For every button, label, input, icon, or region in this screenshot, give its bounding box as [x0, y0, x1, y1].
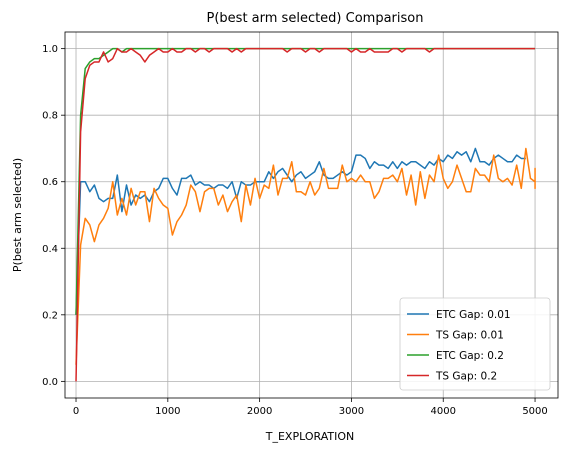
x-tick-label: 3000 — [339, 406, 364, 417]
chart-title: P(best arm selected) Comparison — [207, 11, 424, 26]
series-line-1 — [75, 147, 526, 315]
y-tick-label: 0.8 — [42, 111, 58, 122]
legend-label: TS Gap: 0.2 — [435, 371, 497, 383]
legend-label: TS Gap: 0.01 — [435, 330, 504, 342]
x-tick-label: 0 — [73, 406, 79, 417]
series-layer — [75, 47, 536, 382]
legend: ETC Gap: 0.01 TS Gap: 0.01 ETC Gap: 0.2 TS … — [399, 297, 551, 391]
y-axis-label: P(best arm selected) — [11, 158, 24, 272]
y-tick-label: 0.2 — [42, 310, 58, 321]
legend-label: ETC Gap: 0.2 — [436, 350, 504, 362]
x-tick-label: 4000 — [431, 406, 456, 417]
x-tick-label: 2000 — [247, 406, 272, 417]
x-tick-label: 1000 — [155, 406, 180, 417]
plot-frame — [64, 31, 559, 399]
legend-label: ETC Gap: 0.01 — [436, 309, 511, 321]
legend-box — [399, 297, 551, 391]
y-tick-label: 0.4 — [42, 244, 58, 255]
x-axis-label: T_EXPLORATION — [265, 430, 354, 443]
axis-ticks: 0 1000 2000 3000 4000 5000 0.0 0.2 0.4 0.6 0.8 1.0 — [42, 44, 548, 417]
y-tick-label: 1.0 — [42, 44, 58, 55]
y-tick-label: 0.0 — [42, 377, 58, 388]
x-tick-label: 5000 — [522, 406, 547, 417]
y-tick-label: 0.6 — [42, 177, 58, 188]
series-line-4 — [75, 47, 536, 382]
series-line-2 — [75, 147, 536, 365]
